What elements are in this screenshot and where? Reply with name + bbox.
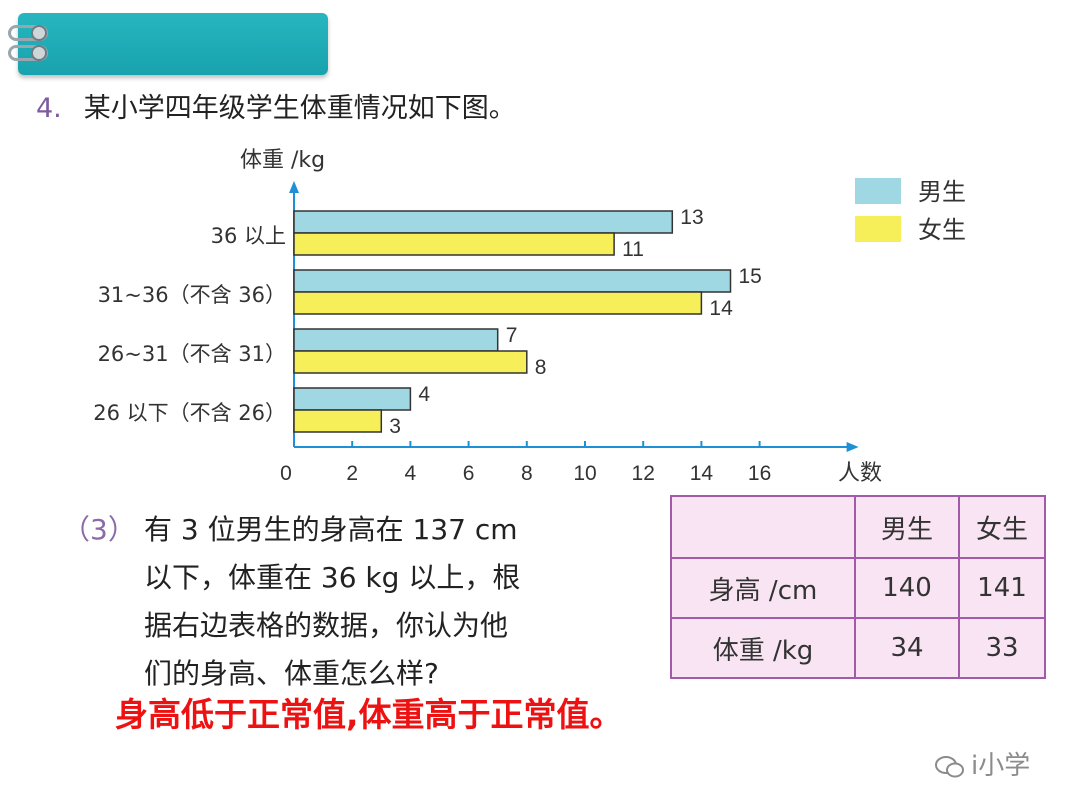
category-label: 36 以上 bbox=[211, 224, 286, 248]
question-title: 4. 某小学四年级学生体重情况如下图。 bbox=[36, 86, 516, 125]
table-header-cell bbox=[670, 495, 856, 559]
question-text: 某小学四年级学生体重情况如下图。 bbox=[83, 93, 516, 124]
bar-value-label: 4 bbox=[418, 383, 430, 406]
x-tick-label: 0 bbox=[280, 462, 292, 485]
x-tick-label: 8 bbox=[521, 462, 533, 485]
category-label: 26 以下（不含 26） bbox=[93, 401, 286, 425]
x-tick-label: 2 bbox=[346, 462, 358, 485]
bar bbox=[293, 328, 499, 352]
table-cell: 身高 /cm bbox=[670, 557, 856, 619]
question-number: 4. bbox=[36, 93, 62, 124]
table-header-row: 男生 女生 bbox=[670, 495, 1046, 559]
header-banner bbox=[18, 13, 328, 75]
bar bbox=[293, 210, 674, 234]
bar-value-label: 7 bbox=[506, 324, 518, 347]
legend-swatch bbox=[855, 216, 901, 242]
wechat-icon bbox=[935, 755, 964, 777]
watermark-text: i小学 bbox=[971, 751, 1031, 781]
height-weight-table: 男生 女生 身高 /cm 140 141 体重 /kg 34 33 bbox=[670, 495, 1046, 679]
binder-ring-icon bbox=[8, 45, 48, 61]
table-cell: 体重 /kg bbox=[670, 617, 856, 679]
table-header-cell: 男生 bbox=[854, 495, 960, 559]
x-axis-arrow-icon bbox=[846, 442, 859, 452]
y-axis-title: 体重 /kg bbox=[240, 148, 325, 173]
bar-value-label: 3 bbox=[389, 415, 401, 438]
answer-text: 身高低于正常值,体重高于正常值。 bbox=[115, 695, 623, 734]
sub-question-line: 有 3 位男生的身高在 137 cm bbox=[144, 513, 518, 546]
x-tick-label: 14 bbox=[690, 462, 714, 485]
bar bbox=[293, 387, 412, 411]
x-tick-label: 4 bbox=[405, 462, 417, 485]
weight-bar-chart: 0 2 4 6 8 10 12 14 16 体重 /kg 人数 36 以上 31~36（不含 36） 26… bbox=[93, 148, 966, 486]
table-cell: 140 bbox=[854, 557, 960, 619]
legend-swatch bbox=[855, 178, 901, 204]
x-axis-title: 人数 bbox=[838, 461, 882, 486]
table-row: 体重 /kg 34 33 bbox=[670, 617, 1046, 679]
bar-value-label: 15 bbox=[739, 265, 762, 288]
watermark: i小学 bbox=[935, 745, 1030, 782]
x-tick-label: 16 bbox=[748, 462, 771, 485]
bar bbox=[293, 350, 528, 374]
x-tick-label: 10 bbox=[573, 462, 596, 485]
legend-label: 男生 bbox=[918, 178, 966, 206]
bar bbox=[293, 409, 383, 433]
y-axis-arrow-icon bbox=[289, 181, 299, 193]
sub-question-line: 以下，体重在 36 kg 以上，根 bbox=[144, 561, 521, 594]
legend-label: 女生 bbox=[918, 216, 966, 244]
bar-value-label: 13 bbox=[680, 206, 703, 229]
table-cell: 33 bbox=[958, 617, 1046, 679]
table-header-cell: 女生 bbox=[958, 495, 1046, 559]
table-cell: 34 bbox=[854, 617, 960, 679]
sub-question-number: （3） bbox=[62, 513, 136, 546]
bar bbox=[293, 232, 615, 256]
category-label: 31~36（不含 36） bbox=[98, 283, 286, 307]
category-label: 26~31（不含 31） bbox=[98, 342, 286, 366]
table-cell: 141 bbox=[958, 557, 1046, 619]
x-tick-label: 6 bbox=[463, 462, 475, 485]
bar bbox=[293, 269, 732, 293]
table-row: 身高 /cm 140 141 bbox=[670, 557, 1046, 619]
sub-question: （3） 有 3 位男生的身高在 137 cm 以下，体重在 36 kg 以上，根… bbox=[62, 506, 622, 698]
x-tick-label: 12 bbox=[632, 462, 655, 485]
bar bbox=[293, 291, 703, 315]
bar-value-label: 11 bbox=[622, 238, 644, 261]
bar-value-label: 14 bbox=[709, 297, 733, 320]
binder-ring-icon bbox=[8, 25, 48, 41]
bar-value-label: 8 bbox=[535, 356, 547, 379]
sub-question-line: 据右边表格的数据，你认为他 bbox=[144, 609, 509, 642]
sub-question-line: 们的身高、体重怎么样? bbox=[144, 657, 439, 690]
